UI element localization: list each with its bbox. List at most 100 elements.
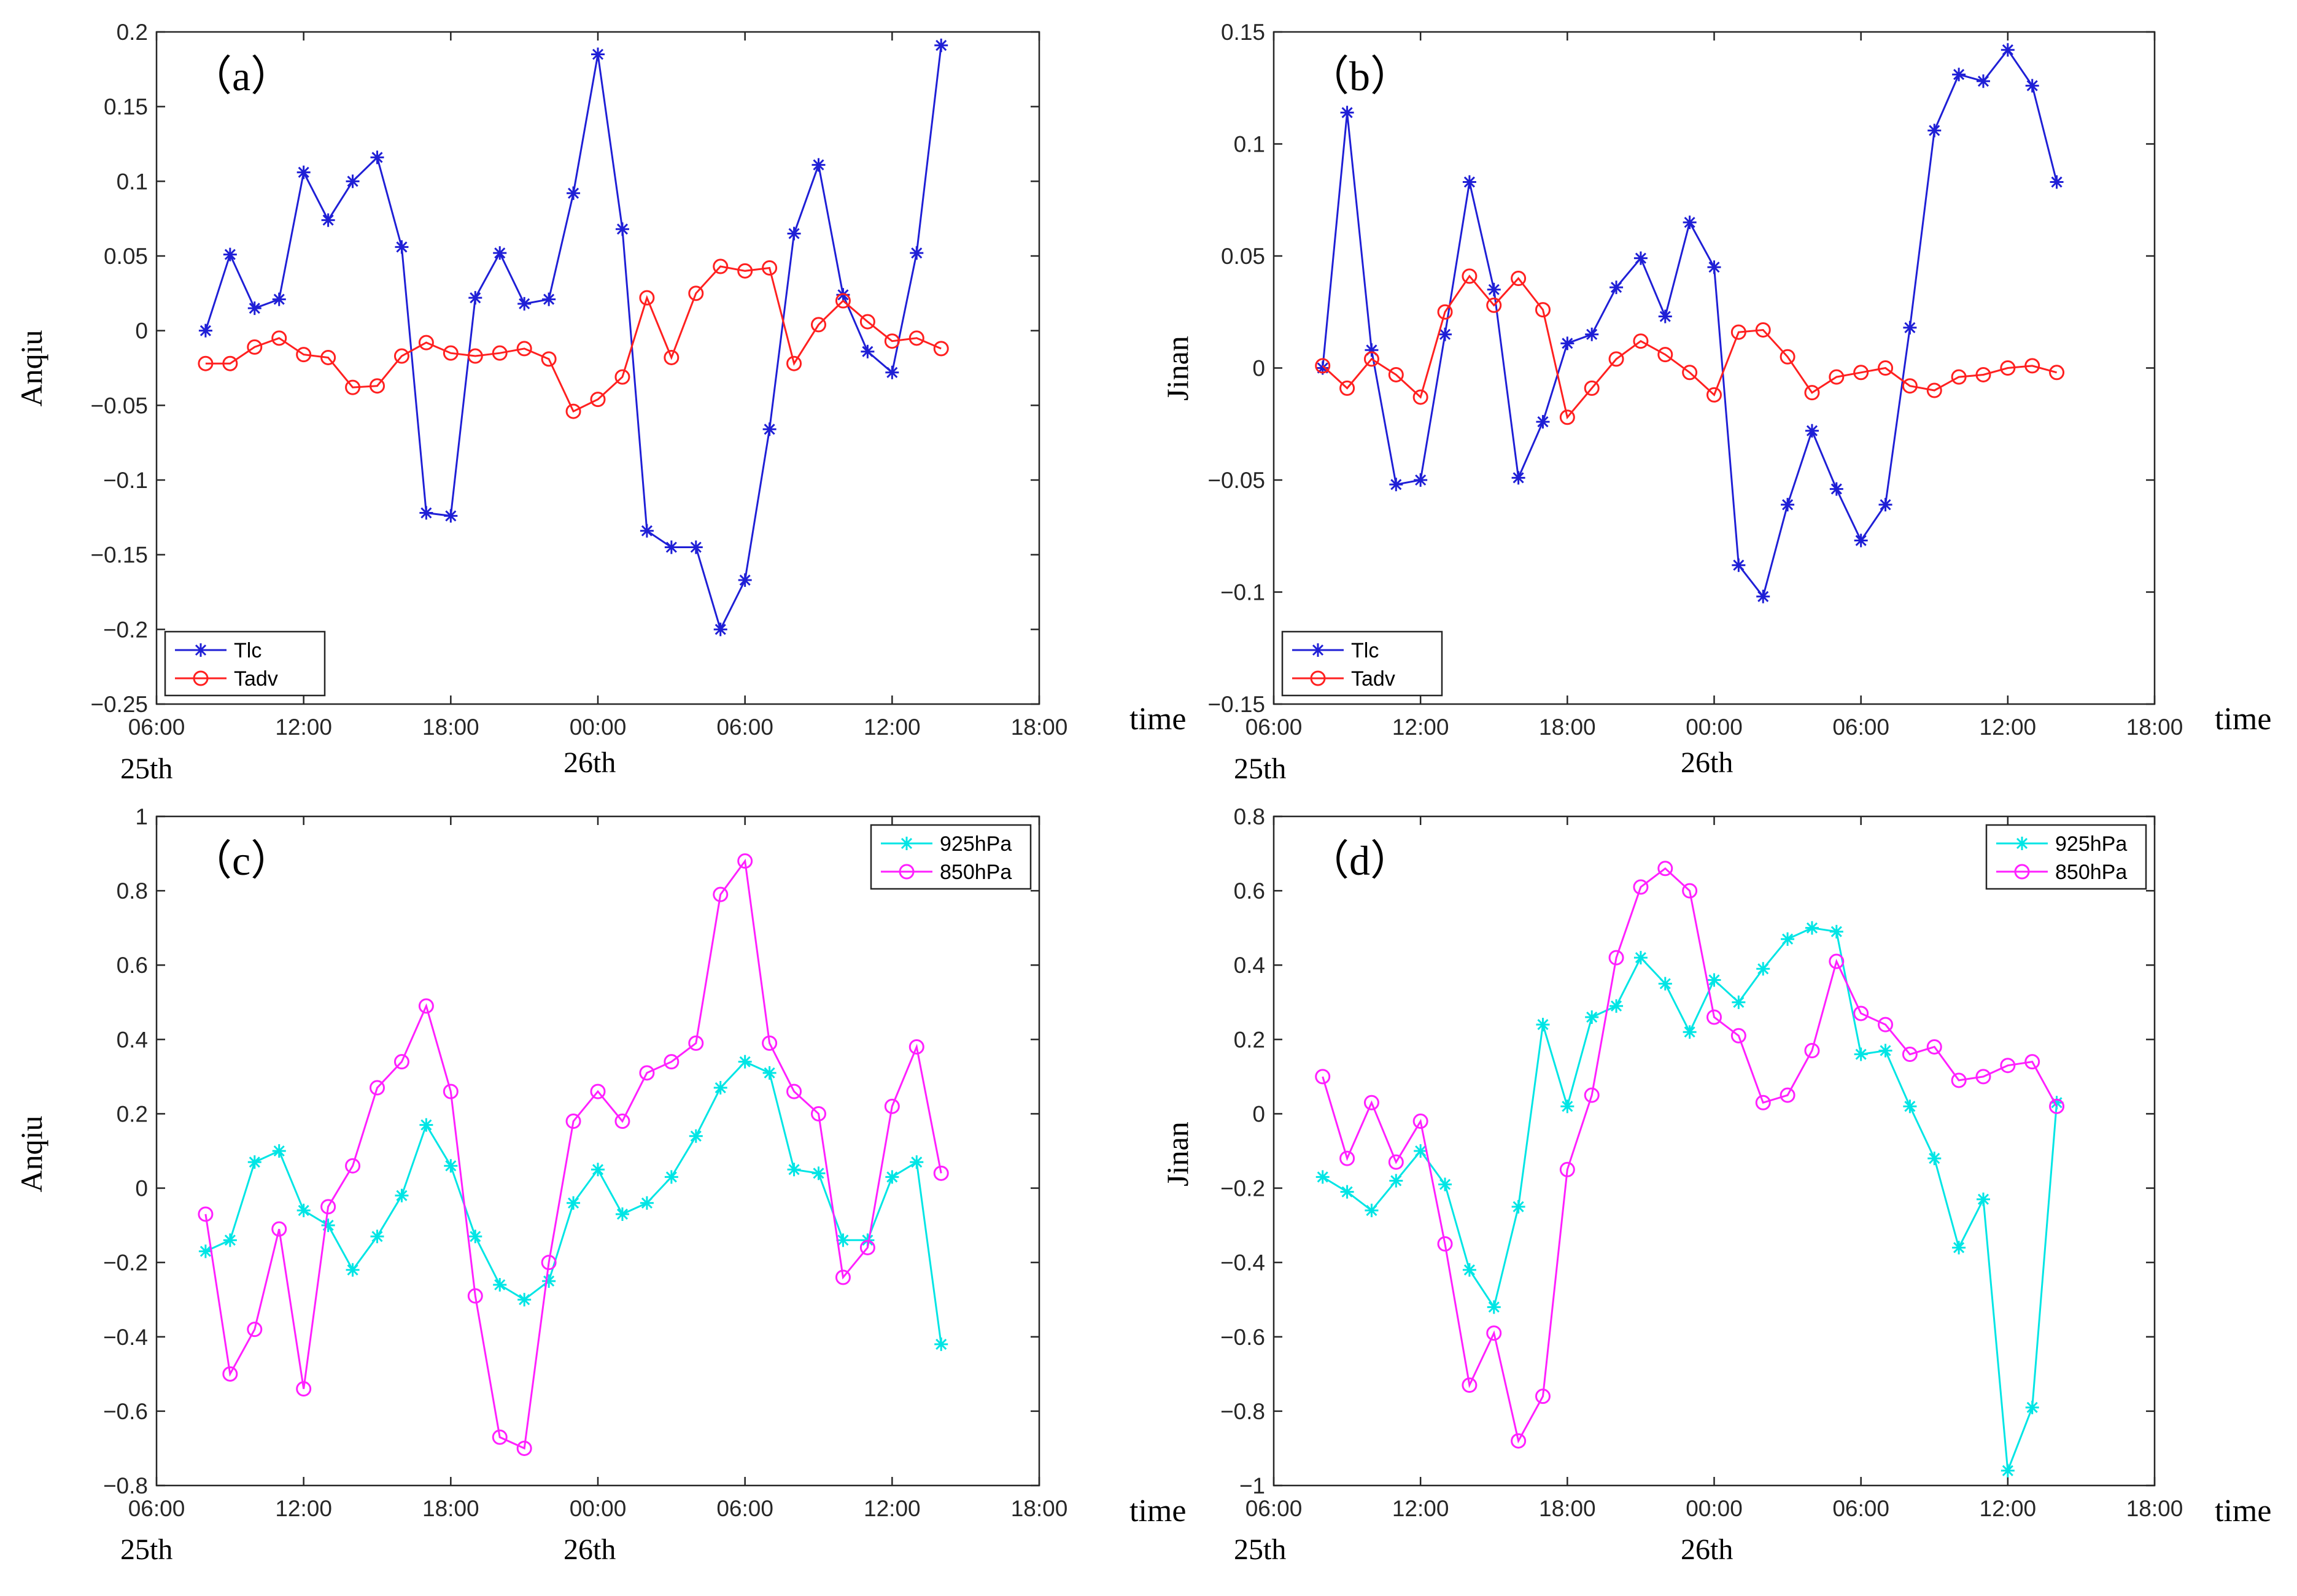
data-point-tlc bbox=[1976, 74, 1990, 88]
x-axis-title: time bbox=[2215, 1493, 2271, 1528]
data-point-850hpa bbox=[1339, 1150, 1355, 1166]
data-point-850hpa bbox=[271, 1221, 287, 1237]
data-point-tlc bbox=[1585, 327, 1599, 341]
data-point-tadv bbox=[1559, 409, 1575, 425]
data-point-850hpa bbox=[1706, 1009, 1722, 1025]
x-tick-label: 06:00 bbox=[128, 1496, 185, 1521]
data-point-tadv bbox=[492, 345, 508, 361]
x-axis-title: time bbox=[2215, 702, 2271, 737]
y-tick-label: −0.05 bbox=[90, 393, 148, 418]
data-point-850hpa bbox=[1559, 1161, 1575, 1177]
data-point-tlc bbox=[468, 291, 482, 305]
data-point-850hpa bbox=[1878, 1017, 1894, 1032]
data-point-tadv bbox=[443, 345, 459, 361]
data-point-tadv bbox=[418, 335, 434, 351]
data-point-850hpa bbox=[908, 1039, 924, 1055]
legend: 925hPa 850hPa bbox=[870, 824, 1032, 890]
data-point-tadv bbox=[1511, 271, 1527, 286]
data-point-tadv bbox=[370, 378, 385, 394]
data-point-925hpa bbox=[1511, 1199, 1525, 1214]
data-point-850hpa bbox=[1657, 861, 1673, 877]
series-line-850hpa bbox=[1322, 867, 2058, 1444]
data-point-tadv bbox=[1755, 322, 1771, 338]
data-point-925hpa bbox=[934, 1337, 948, 1351]
day-label-26th: 26th bbox=[1681, 746, 1733, 779]
data-point-925hpa bbox=[1658, 977, 1672, 991]
y-tick-label: 0.4 bbox=[117, 1027, 148, 1052]
data-point-tadv bbox=[1657, 347, 1673, 363]
y-tick-label: 0.8 bbox=[1234, 804, 1265, 829]
data-point-925hpa bbox=[1805, 921, 1819, 935]
legend-entry: 850hPa bbox=[940, 861, 1012, 884]
y-tick-label: −0.4 bbox=[1220, 1250, 1265, 1276]
data-point-850hpa bbox=[1412, 1114, 1428, 1129]
day-label-26th: 26th bbox=[564, 746, 616, 779]
data-point-tadv bbox=[1315, 358, 1331, 374]
data-point-tlc bbox=[321, 213, 335, 227]
data-point-925hpa bbox=[1781, 932, 1795, 946]
data-point-tadv bbox=[1951, 369, 1967, 385]
data-point-925hpa bbox=[787, 1163, 801, 1177]
y-tick-label: 0.6 bbox=[1234, 878, 1265, 904]
legend-marker bbox=[1310, 670, 1326, 686]
y-tick-label: −0.8 bbox=[1220, 1399, 1265, 1424]
data-point-925hpa bbox=[836, 1233, 850, 1247]
data-point-850hpa bbox=[1363, 1094, 1379, 1110]
legend-entry: Tlc bbox=[234, 639, 261, 662]
data-point-tlc bbox=[1781, 498, 1795, 512]
data-point-850hpa bbox=[565, 1114, 581, 1129]
data-point-850hpa bbox=[467, 1288, 483, 1304]
data-point-tadv bbox=[541, 351, 557, 367]
x-tick-label: 12:00 bbox=[1392, 1496, 1449, 1521]
legend-marker bbox=[193, 670, 209, 686]
x-tick-label: 12:00 bbox=[864, 1496, 921, 1521]
legend-box bbox=[870, 824, 1032, 890]
data-point-tlc bbox=[910, 246, 924, 260]
y-tick-label: −0.1 bbox=[103, 468, 148, 493]
data-point-850hpa bbox=[590, 1083, 606, 1099]
data-point-925hpa bbox=[1389, 1174, 1403, 1188]
panel-a: time 25th 26th −0.25−0.2−0.15−0.1−0.0500… bbox=[14, 20, 1186, 785]
data-point-tlc bbox=[395, 240, 409, 254]
data-point-tadv bbox=[762, 260, 778, 276]
data-point-850hpa bbox=[1388, 1154, 1404, 1170]
x-tick-label: 00:00 bbox=[1686, 1496, 1743, 1521]
panel-label: （c） bbox=[190, 837, 292, 884]
legend-box bbox=[1985, 824, 2147, 890]
data-point-850hpa bbox=[1608, 950, 1624, 966]
data-point-850hpa bbox=[1633, 879, 1649, 895]
legend-marker bbox=[194, 643, 207, 657]
data-point-850hpa bbox=[786, 1083, 802, 1099]
y-tick-label: 0.05 bbox=[1221, 244, 1265, 269]
x-tick-label: 06:00 bbox=[716, 715, 773, 740]
data-point-925hpa bbox=[2001, 1463, 2015, 1478]
data-point-850hpa bbox=[1584, 1087, 1600, 1103]
legend: 925hPa 850hPa bbox=[1985, 824, 2147, 890]
y-tick-label: 0 bbox=[135, 319, 148, 344]
data-point-925hpa bbox=[640, 1196, 654, 1210]
data-point-850hpa bbox=[1853, 1005, 1869, 1021]
panel-b: time 25th 26th −0.15 −0.1 −0.05 0 0.05 0.1 0.1… bbox=[1160, 20, 2271, 785]
data-point-tlc bbox=[812, 158, 826, 172]
data-point-850hpa bbox=[516, 1440, 532, 1456]
data-point-850hpa bbox=[1315, 1069, 1331, 1085]
data-point-tlc bbox=[1340, 106, 1354, 120]
y-tick-label: −0.2 bbox=[103, 617, 148, 642]
data-point-tlc bbox=[861, 344, 875, 358]
data-point-tadv bbox=[1535, 302, 1551, 318]
y-tick-label: −0.2 bbox=[103, 1250, 148, 1276]
series-line-tadv bbox=[1322, 274, 2057, 420]
y-tick-label: 0.2 bbox=[117, 20, 148, 45]
data-point-925hpa bbox=[1927, 1152, 1942, 1166]
y-tick-label: 0 bbox=[1252, 356, 1265, 381]
x-axis-title: time bbox=[1129, 702, 1186, 737]
data-point-tlc bbox=[1633, 251, 1648, 265]
data-point-tadv bbox=[1486, 297, 1502, 313]
y-tick-label: 0.6 bbox=[117, 953, 148, 978]
panel-c: time 25th 26th −0.8 −0.6 −0.4 −0.2 0 0.2 0.4 0.… bbox=[14, 804, 1186, 1566]
data-point-850hpa bbox=[1535, 1389, 1551, 1404]
y-tick-label: −0.4 bbox=[103, 1325, 148, 1350]
data-point-925hpa bbox=[1609, 999, 1624, 1013]
data-point-tlc bbox=[640, 524, 654, 538]
